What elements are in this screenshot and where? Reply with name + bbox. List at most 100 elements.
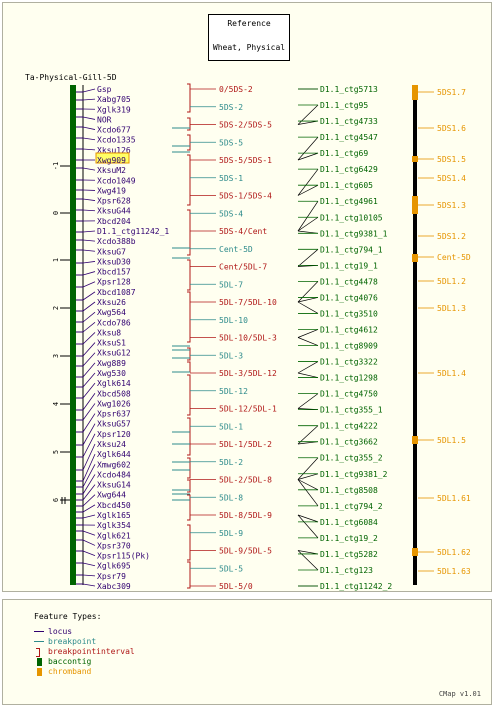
locus-label[interactable]: Xksu8 — [97, 328, 121, 337]
interval-label[interactable]: 5DL-3/5DL-12 — [219, 369, 277, 378]
contig-label[interactable]: D1.1_ctg19_2 — [320, 534, 378, 543]
interval-label[interactable]: 5DL-7/5DL-10 — [219, 298, 277, 307]
contig-label[interactable]: D1.1_ctg9381_2 — [320, 470, 388, 479]
locus-label[interactable]: Xbcd450 — [97, 501, 131, 510]
locus-label[interactable]: Xglk644 — [97, 450, 131, 459]
locus-label[interactable]: Xpsr115(Pk) — [97, 552, 150, 561]
interval-label[interactable]: 5DL-10/5DL-3 — [219, 334, 277, 343]
locus-label[interactable]: Xabg705 — [97, 95, 131, 104]
breakpoint-label[interactable]: 5DS-2 — [219, 103, 243, 112]
contig-label[interactable]: D1.1_ctg5282 — [320, 550, 378, 559]
locus-label[interactable]: XksuD30 — [97, 257, 131, 266]
locus-label[interactable]: Xksu24 — [97, 440, 126, 449]
locus-label[interactable]: Xcdo388b — [97, 237, 136, 246]
contig-label[interactable]: D1.1_ctg355_1 — [320, 406, 383, 415]
breakpoint-label[interactable]: 5DS-4 — [219, 209, 243, 218]
locus-label[interactable]: Xpsr120 — [97, 430, 131, 439]
chromband-label[interactable]: Cent-5D — [437, 253, 471, 262]
chromband-block[interactable] — [412, 156, 418, 162]
locus-label[interactable]: Xbcd157 — [97, 268, 131, 277]
contig-label[interactable]: D1.1_ctg3322 — [320, 358, 378, 367]
chromband-label[interactable]: 5DL1.4 — [437, 369, 466, 378]
locus-label[interactable]: Xmwg602 — [97, 460, 131, 469]
locus-label[interactable]: XksuG44 — [97, 207, 131, 216]
map-bar[interactable] — [70, 85, 76, 585]
contig-label[interactable]: D1.1_ctg69 — [320, 149, 368, 158]
interval-label[interactable]: 5DS-5/5DS-1 — [219, 156, 272, 165]
contig-label[interactable]: D1.1_ctg8909 — [320, 342, 378, 351]
chromosome-bar[interactable] — [413, 85, 417, 585]
locus-label[interactable]: Xcdo484 — [97, 470, 131, 479]
chromband-block[interactable] — [412, 436, 418, 444]
chromband-label[interactable]: 5DS1.2 — [437, 232, 466, 241]
reference-box[interactable]: Reference Wheat, Physical — [208, 14, 290, 61]
contig-label[interactable]: D1.1_ctg19_1 — [320, 261, 378, 270]
locus-label[interactable]: Xabc309 — [97, 582, 131, 591]
chromband-label[interactable]: 5DS1.5 — [437, 155, 466, 164]
interval-label[interactable]: 5DS-4/Cent — [219, 227, 267, 236]
breakpoint-label[interactable]: 5DL-1 — [219, 422, 243, 431]
locus-label[interactable]: Xpsr370 — [97, 541, 131, 550]
locus-label[interactable]: Xcdo1335 — [97, 136, 136, 145]
breakpoint-label[interactable]: 5DS-5 — [219, 138, 243, 147]
locus-label[interactable]: Xksu26 — [97, 298, 126, 307]
interval-label[interactable]: 0/5DS-2 — [219, 85, 253, 94]
chromband-label[interactable]: 5DL1.62 — [437, 548, 471, 557]
breakpoint-label[interactable]: 5DL-2 — [219, 458, 243, 467]
locus-label[interactable]: NOR — [97, 115, 112, 124]
breakpoint-label[interactable]: 5DL-9 — [219, 529, 243, 538]
contig-label[interactable]: D1.1_ctg4478 — [320, 277, 378, 286]
interval-label[interactable]: 5DL-1/5DL-2 — [219, 440, 272, 449]
interval-label[interactable]: 5DL-9/5DL-5 — [219, 547, 272, 556]
locus-label[interactable]: Xbcd508 — [97, 389, 131, 398]
locus-label[interactable]: Xcdo677 — [97, 126, 131, 135]
contig-label[interactable]: D1.1_ctg95 — [320, 101, 368, 110]
chromband-label[interactable]: 5DS1.3 — [437, 201, 466, 210]
chromband-label[interactable]: 5DS1.4 — [437, 174, 466, 183]
locus-label[interactable]: Xcdo1049 — [97, 176, 136, 185]
contig-label[interactable]: D1.1_ctg10105 — [320, 213, 383, 222]
locus-label[interactable]: XksuG14 — [97, 481, 131, 490]
breakpoint-label[interactable]: 5DL-5 — [219, 564, 243, 573]
interval-label[interactable]: 5DL-12/5DL-1 — [219, 405, 277, 414]
locus-label[interactable]: Xbcd204 — [97, 217, 131, 226]
locus-label[interactable]: XksuM2 — [97, 166, 126, 175]
locus-label[interactable]: Xwg419 — [97, 186, 126, 195]
contig-label[interactable]: D1.1_ctg4222 — [320, 422, 378, 431]
locus-label[interactable]: Xglk614 — [97, 379, 131, 388]
locus-label[interactable]: Xwg564 — [97, 308, 126, 317]
chromband-label[interactable]: 5DL1.5 — [437, 436, 466, 445]
contig-label[interactable]: D1.1_ctg4547 — [320, 133, 378, 142]
contig-label[interactable]: D1.1_ctg11242_2 — [320, 582, 392, 591]
locus-label[interactable]: Xwg644 — [97, 491, 126, 500]
contig-label[interactable]: D1.1_ctg3662 — [320, 438, 378, 447]
contig-label[interactable]: D1.1_ctg794_2 — [320, 502, 383, 511]
locus-label[interactable]: XksuG7 — [97, 247, 126, 256]
contig-label[interactable]: D1.1_ctg6429 — [320, 165, 378, 174]
locus-label[interactable]: Gsp — [97, 85, 112, 94]
contig-label[interactable]: D1.1_ctg4961 — [320, 197, 378, 206]
contig-label[interactable]: D1.1_ctg6084 — [320, 518, 378, 527]
locus-label[interactable]: Xwg530 — [97, 369, 126, 378]
breakpoint-label[interactable]: 5DS-1 — [219, 174, 243, 183]
breakpoint-label[interactable]: 5DL-7 — [219, 280, 243, 289]
contig-label[interactable]: D1.1_ctg794_1 — [320, 245, 383, 254]
contig-label[interactable]: D1.1_ctg1298 — [320, 374, 378, 383]
locus-label[interactable]: Xwg889 — [97, 359, 126, 368]
chromband-label[interactable]: 5DS1.6 — [437, 124, 466, 133]
locus-label[interactable]: Xpsr628 — [97, 197, 131, 206]
locus-label[interactable]: Xwg1026 — [97, 399, 131, 408]
chromband-block[interactable] — [412, 548, 418, 556]
locus-label[interactable]: Xwg909 — [97, 156, 126, 165]
locus-label[interactable]: XksuS1 — [97, 339, 126, 348]
locus-label[interactable]: Xpsr128 — [97, 278, 131, 287]
interval-label[interactable]: 5DL-2/5DL-8 — [219, 476, 272, 485]
locus-label[interactable]: Xpsr79 — [97, 572, 126, 581]
locus-label[interactable]: Xglk354 — [97, 521, 131, 530]
breakpoint-label[interactable]: 5DL-12 — [219, 387, 248, 396]
locus-label[interactable]: Xksu126 — [97, 146, 131, 155]
breakpoint-label[interactable]: 5DL-3 — [219, 351, 243, 360]
map-title[interactable]: Ta-Physical-Gill-5D — [25, 73, 117, 82]
chromband-label[interactable]: 5DS1.7 — [437, 88, 466, 97]
interval-label[interactable]: 5DL-8/5DL-9 — [219, 511, 272, 520]
